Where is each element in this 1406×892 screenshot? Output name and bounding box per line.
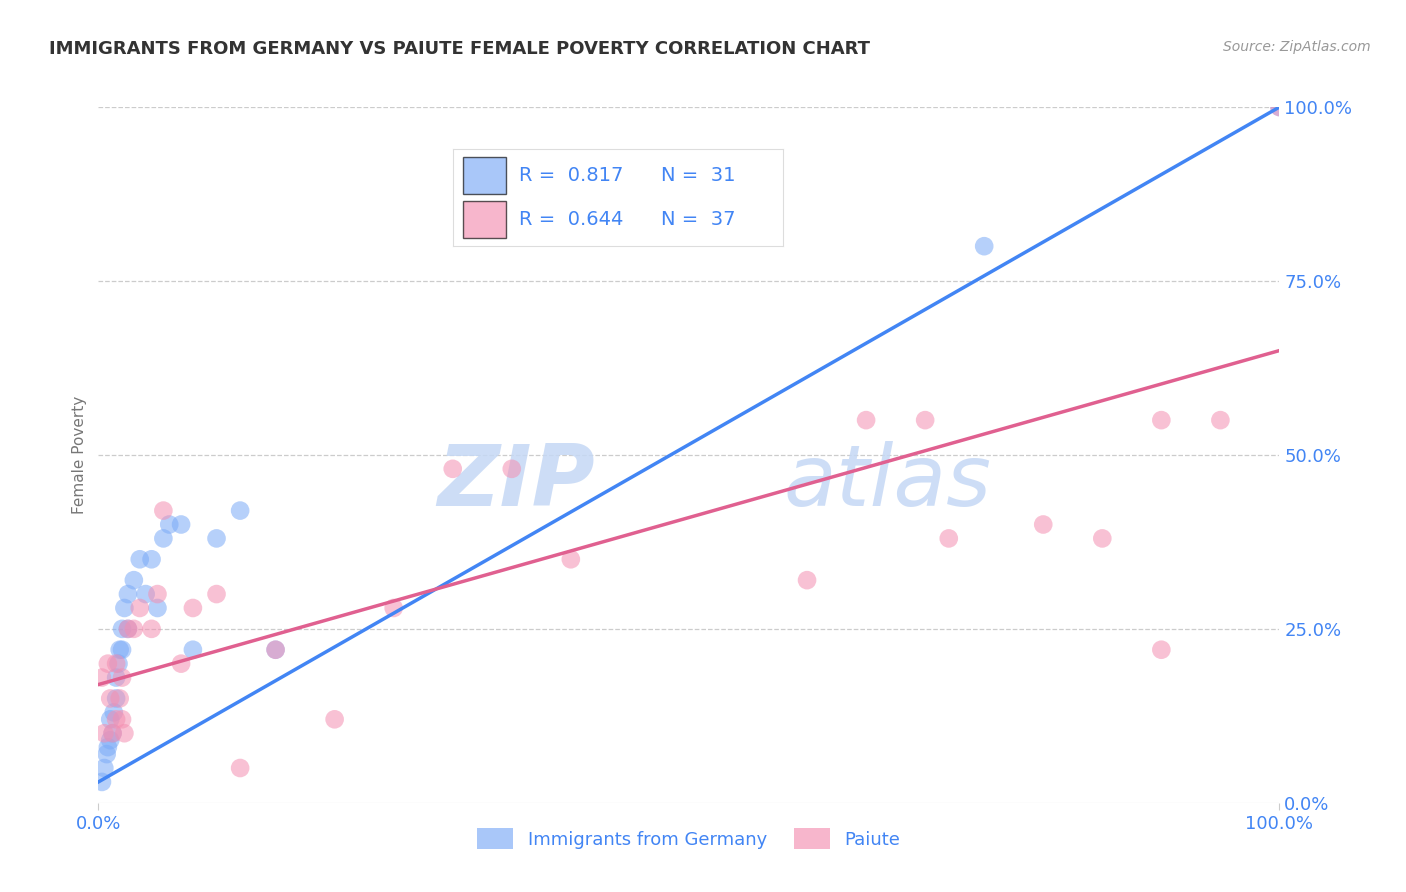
Point [93, 726, 115, 740]
Point [103, 706, 125, 720]
Point [264, 642, 287, 657]
Point [1032, 517, 1054, 532]
Point [105, 712, 128, 726]
Point [128, 601, 150, 615]
Point [264, 642, 287, 657]
Point [98, 712, 121, 726]
Point [152, 532, 174, 546]
Point [501, 462, 523, 476]
Point [105, 657, 128, 671]
Point [560, 552, 582, 566]
Point [141, 552, 163, 566]
Point [101, 726, 124, 740]
Point [796, 573, 818, 587]
Point [105, 671, 128, 685]
Point [1091, 532, 1114, 546]
Point [111, 712, 134, 726]
Point [135, 587, 157, 601]
Point [1209, 413, 1232, 427]
Text: atlas: atlas [783, 442, 991, 524]
Point [98, 733, 121, 747]
Point [101, 726, 124, 740]
Point [117, 622, 139, 636]
Point [117, 587, 139, 601]
Point [973, 239, 995, 253]
Point [111, 622, 134, 636]
Point [229, 503, 252, 517]
Point [111, 671, 134, 685]
Point [1268, 100, 1291, 114]
Point [141, 622, 163, 636]
Point [93, 761, 115, 775]
Point [97, 657, 120, 671]
Point [117, 622, 139, 636]
Point [108, 691, 131, 706]
Point [105, 691, 128, 706]
Point [157, 517, 180, 532]
Point [938, 532, 960, 546]
Point [229, 761, 252, 775]
Text: ZIP: ZIP [437, 442, 595, 524]
Point [111, 642, 134, 657]
Legend: Immigrants from Germany, Paiute: Immigrants from Germany, Paiute [470, 822, 908, 856]
Point [323, 712, 346, 726]
Point [914, 413, 936, 427]
Point [1150, 413, 1173, 427]
Text: IMMIGRANTS FROM GERMANY VS PAIUTE FEMALE POVERTY CORRELATION CHART: IMMIGRANTS FROM GERMANY VS PAIUTE FEMALE… [49, 40, 870, 58]
Point [122, 573, 145, 587]
Point [170, 657, 193, 671]
Point [170, 517, 193, 532]
Point [205, 587, 228, 601]
Point [152, 503, 174, 517]
Point [98, 691, 121, 706]
Point [146, 601, 169, 615]
Point [1268, 100, 1291, 114]
Text: Source: ZipAtlas.com: Source: ZipAtlas.com [1223, 40, 1371, 54]
Point [382, 601, 405, 615]
Point [1150, 642, 1173, 657]
Point [107, 657, 129, 671]
Point [96, 747, 118, 761]
Point [441, 462, 464, 476]
Point [91, 671, 114, 685]
Point [181, 642, 204, 657]
Point [112, 601, 135, 615]
Point [122, 622, 145, 636]
Point [91, 775, 114, 789]
Point [128, 552, 150, 566]
Point [855, 413, 877, 427]
Point [181, 601, 204, 615]
Point [108, 642, 131, 657]
Point [205, 532, 228, 546]
Point [97, 740, 120, 755]
Y-axis label: Female Poverty: Female Poverty [72, 396, 87, 514]
Point [112, 726, 135, 740]
Point [146, 587, 169, 601]
